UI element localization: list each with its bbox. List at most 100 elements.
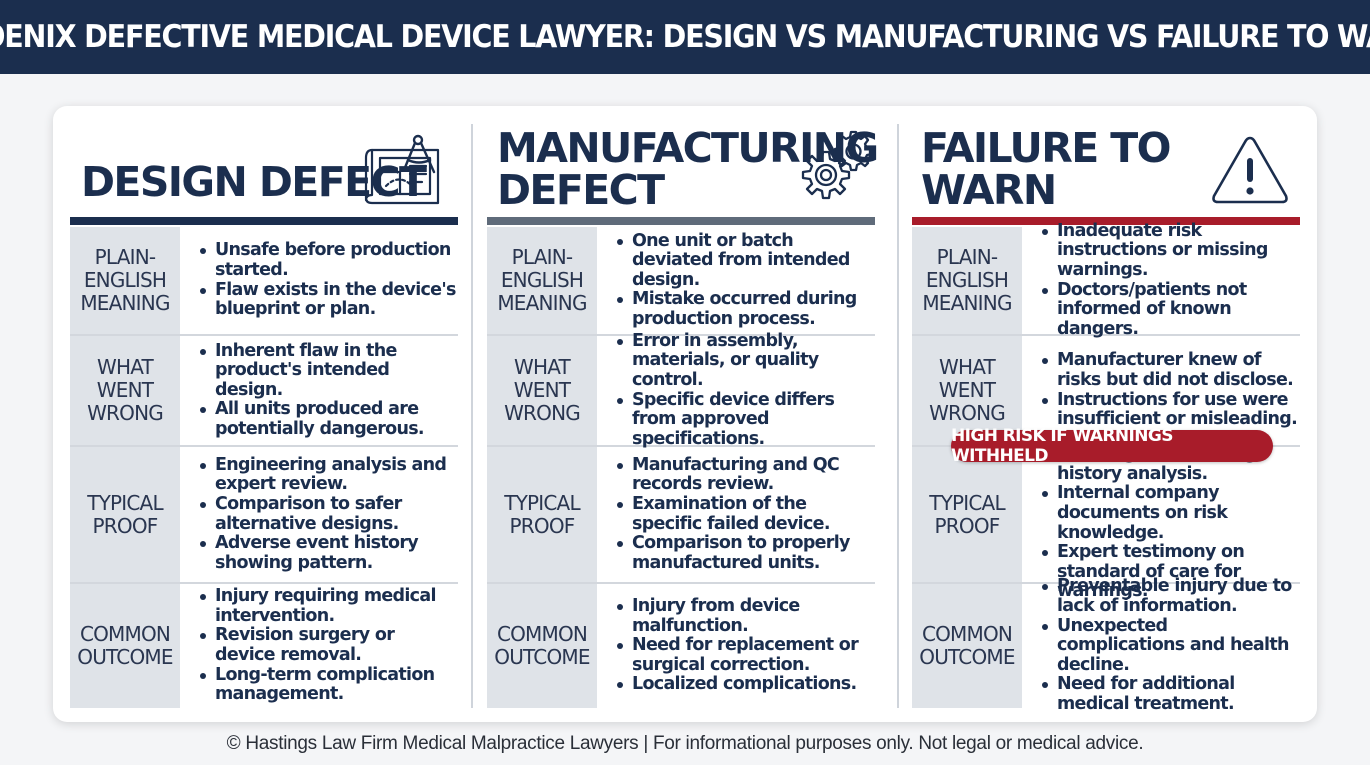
header-banner: PHOENIX DEFECTIVE MEDICAL DEVICE LAWYER:… (0, 0, 1370, 74)
row-label-text: TYPICAL PROOF (87, 490, 163, 538)
bullet-item: Specific device differs from approved sp… (615, 390, 875, 450)
bullet-item: Instructions for use were insufficient o… (1040, 390, 1300, 430)
row-common-outcome: COMMON OUTCOME Injury requiring medical i… (70, 584, 458, 708)
row-label-text: COMMON OUTCOME (494, 622, 590, 669)
bullet-item: Comparison to properly manufactured unit… (615, 533, 875, 573)
row-label-text: WHAT WENT WRONG (929, 355, 1006, 425)
row-typical-proof: TYPICAL PROOF Labeling and warning histor… (912, 444, 1300, 601)
bullet-item: Internal company documents on risk knowl… (1040, 484, 1300, 543)
row-label-text: TYPICAL PROOF (504, 490, 580, 538)
bullet-item: Inherent flaw in the product's intended … (198, 341, 458, 401)
row-label-text: PLAIN- ENGLISH MEANING (497, 245, 587, 315)
bullet-item: Manufacturer knew of risks but did not d… (1040, 350, 1300, 390)
bullet-list: Error in assembly, materials, or quality… (615, 331, 875, 450)
header-underline-bar (487, 217, 875, 225)
bullet-item: Inadequate risk instructions or missing … (1040, 221, 1300, 281)
row-what-went-wrong: WHAT WENT WRONG Manufacturer knew of risk… (912, 336, 1300, 447)
bullet-item: Adverse event history showing pattern. (198, 533, 458, 573)
bullet-item: Localized complications. (615, 675, 875, 695)
bullet-item: Error in assembly, materials, or quality… (615, 331, 875, 391)
bullet-item: Unsafe before production started. (198, 240, 458, 280)
column-title: MANUFACTURING DEFECT (497, 124, 879, 214)
bullet-item: Injury from device malfunction. (615, 596, 875, 636)
row-label-text: WHAT WENT WRONG (87, 355, 164, 425)
row-label: TYPICAL PROOF (487, 447, 597, 582)
bullet-item: Expert testimony on standard of care for… (1040, 542, 1300, 602)
row-content: Labeling and warning history analysis.In… (1040, 444, 1300, 601)
bullet-item: Manufacturing and QC records review. (615, 455, 875, 495)
row-typical-proof: TYPICAL PROOF Engineering analysis and ex… (70, 447, 458, 584)
bullet-item: Injury requiring medical intervention. (198, 586, 458, 626)
footer-disclaimer: © Hastings Law Firm Medical Malpractice … (226, 733, 1144, 754)
bullet-item: Long-term complication management. (198, 665, 458, 705)
row-label: WHAT WENT WRONG (912, 336, 1022, 445)
row-label: COMMON OUTCOME (70, 584, 180, 708)
column-divider (897, 124, 899, 708)
row-plain-english-meaning: PLAIN- ENGLISH MEANING Inadequate risk in… (912, 221, 1300, 338)
bullet-list: Engineering analysis and expert review. C… (198, 455, 458, 574)
row-label-text: WHAT WENT WRONG (504, 355, 581, 425)
column-failure-to-warn: FAILURE TO WARN PLAIN- ENGLISH MEANING In… (912, 114, 1300, 714)
row-content: Manufacturing and QC records review. Exam… (615, 447, 875, 582)
header-underline-bar (912, 217, 1300, 225)
row-label-text: TYPICAL PROOF (929, 490, 1005, 538)
row-what-went-wrong: WHAT WENT WRONG Inherent flaw in the prod… (70, 336, 458, 447)
bullet-list: Injury requiring medical intervention. Re… (198, 586, 458, 705)
row-common-outcome: COMMON OUTCOME Injury from device malfunc… (487, 584, 875, 708)
row-content: Error in assembly, materials, or quality… (615, 331, 875, 448)
row-label: WHAT WENT WRONG (70, 336, 180, 445)
row-label: WHAT WENT WRONG (487, 336, 597, 445)
bullet-list: Manufacturer knew of risks but did not d… (1040, 350, 1300, 430)
row-common-outcome: COMMON OUTCOME Preventable injury due to … (912, 577, 1300, 714)
bullet-list: One unit or batch deviated from intended… (615, 231, 875, 330)
row-content: Inadequate risk instructions or missing … (1040, 221, 1300, 338)
column-header: MANUFACTURING DEFECT (487, 114, 879, 217)
bullet-item: Revision surgery or device removal. (198, 626, 458, 665)
row-content: Engineering analysis and expert review. C… (198, 447, 458, 582)
bullet-list: Inadequate risk instructions or missing … (1040, 221, 1300, 340)
row-content: Inherent flaw in the product's intended … (198, 336, 458, 445)
row-plain-english-meaning: PLAIN- ENGLISH MEANING Unsafe before prod… (70, 227, 458, 336)
row-content: Injury requiring medical intervention. Re… (198, 584, 458, 708)
column-design-defect: DESIGN DEFECT PLAIN- ENGLISH MEANING Unsa… (70, 114, 458, 708)
row-what-went-wrong: WHAT WENT WRONG Error in assembly, materi… (487, 331, 875, 448)
bullet-item: Engineering analysis and expert review. (198, 455, 458, 495)
row-label: COMMON OUTCOME (912, 584, 1022, 708)
bullet-item: Doctors/patients not informed of known d… (1040, 280, 1300, 340)
warning-triangle-icon (1212, 136, 1288, 204)
bullet-item: One unit or batch deviated from intended… (615, 231, 875, 291)
bullet-list: Injury from device malfunction. Need for … (615, 596, 875, 695)
row-content: One unit or batch deviated from intended… (615, 227, 875, 334)
row-label: TYPICAL PROOF (912, 447, 1022, 582)
column-header: DESIGN DEFECT (70, 114, 458, 217)
row-label: PLAIN- ENGLISH MEANING (912, 227, 1022, 334)
blueprint-compass-icon (364, 134, 440, 205)
row-content: Preventable injury due to lack of inform… (1040, 577, 1300, 714)
bullet-item: Unexpected complications and health decl… (1040, 616, 1300, 676)
bullet-item: Preventable injury due to lack of inform… (1040, 577, 1300, 616)
header-underline-bar (70, 217, 458, 225)
bullet-item: Mistake occurred during production proce… (615, 289, 875, 329)
gears-icon (801, 130, 874, 200)
row-label: PLAIN- ENGLISH MEANING (487, 227, 597, 334)
page-title: PHOENIX DEFECTIVE MEDICAL DEVICE LAWYER:… (0, 19, 1370, 55)
row-label: COMMON OUTCOME (487, 584, 597, 708)
column-header: FAILURE TO WARN (912, 114, 1300, 217)
bullet-item: Flaw exists in the device's blueprint or… (198, 280, 458, 320)
row-label-text: PLAIN- ENGLISH MEANING (922, 245, 1012, 315)
bullet-list: Preventable injury due to lack of inform… (1040, 577, 1300, 714)
comparison-card (53, 106, 1317, 722)
bullet-item: Need for additional medical treatment. (1040, 675, 1300, 714)
bullet-item: Examination of the specific failed devic… (615, 494, 875, 534)
row-typical-proof: TYPICAL PROOF Manufacturing and QC record… (487, 447, 875, 584)
column-manufacturing-defect: MANUFACTURING DEFECT PLAIN- ENGLISH MEAN… (487, 114, 879, 708)
column-title: FAILURE TO WARN (921, 124, 1172, 214)
row-content: Injury from device malfunction. Need for … (615, 584, 875, 708)
high-risk-badge: HIGH RISK IF WARNINGS WITHHELD (951, 426, 1273, 466)
bullet-item: Need for replacement or surgical correct… (615, 635, 875, 675)
bullet-list: Manufacturing and QC records review. Exam… (615, 455, 875, 574)
row-label: PLAIN- ENGLISH MEANING (70, 227, 180, 334)
bullet-list: Unsafe before production started. Flaw ex… (198, 240, 458, 320)
bullet-item: All units produced are potentially dange… (198, 399, 458, 439)
row-plain-english-meaning: PLAIN- ENGLISH MEANING One unit or batch … (487, 227, 875, 336)
